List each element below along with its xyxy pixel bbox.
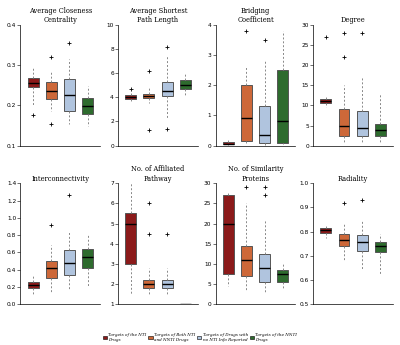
Legend: Targets of the NTI
Drugs, Targets of Both NTI
and NNTI Drugs, Targets of Drugs w: Targets of the NTI Drugs, Targets of Bot… xyxy=(102,333,298,343)
PathPatch shape xyxy=(241,85,252,141)
PathPatch shape xyxy=(125,214,136,264)
PathPatch shape xyxy=(144,94,154,98)
PathPatch shape xyxy=(375,124,386,136)
PathPatch shape xyxy=(28,78,39,87)
Title: Average Shortest
Path Length: Average Shortest Path Length xyxy=(129,7,187,24)
PathPatch shape xyxy=(162,82,172,96)
PathPatch shape xyxy=(320,99,331,104)
Title: Average Closeness
Centrality: Average Closeness Centrality xyxy=(29,7,92,24)
PathPatch shape xyxy=(28,282,39,288)
PathPatch shape xyxy=(223,142,234,145)
PathPatch shape xyxy=(144,280,154,288)
PathPatch shape xyxy=(64,250,75,275)
Title: Bridging
Coefficient: Bridging Coefficient xyxy=(237,7,274,24)
PathPatch shape xyxy=(339,234,350,246)
PathPatch shape xyxy=(241,246,252,276)
PathPatch shape xyxy=(357,235,368,251)
PathPatch shape xyxy=(259,106,270,143)
PathPatch shape xyxy=(82,98,93,114)
Title: No. of Affiliated
Pathway: No. of Affiliated Pathway xyxy=(131,165,185,183)
PathPatch shape xyxy=(357,111,368,136)
Title: Interconnectivity: Interconnectivity xyxy=(32,175,90,183)
PathPatch shape xyxy=(125,95,136,99)
PathPatch shape xyxy=(46,261,57,278)
PathPatch shape xyxy=(320,228,331,233)
PathPatch shape xyxy=(259,254,270,282)
PathPatch shape xyxy=(375,243,386,252)
PathPatch shape xyxy=(339,109,350,136)
PathPatch shape xyxy=(223,195,234,274)
Title: No. of Similarity
Proteins: No. of Similarity Proteins xyxy=(228,165,283,183)
PathPatch shape xyxy=(162,280,172,288)
PathPatch shape xyxy=(46,82,57,99)
PathPatch shape xyxy=(277,270,288,282)
PathPatch shape xyxy=(277,70,288,142)
PathPatch shape xyxy=(82,249,93,268)
PathPatch shape xyxy=(64,79,75,111)
Title: Radiality: Radiality xyxy=(338,175,368,183)
Title: Degree: Degree xyxy=(341,16,366,24)
PathPatch shape xyxy=(180,80,191,89)
